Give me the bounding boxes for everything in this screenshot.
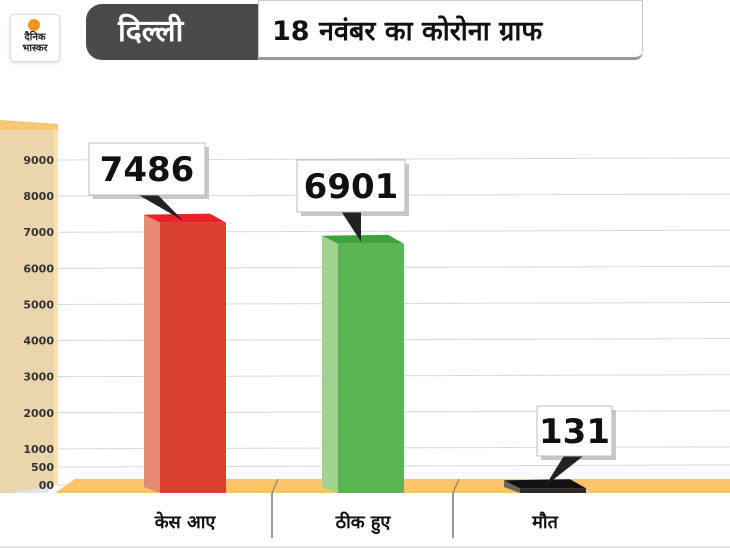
y-tick-label: 8000 [23,190,54,203]
floor-separator [452,478,460,494]
bar-side [322,235,338,493]
category-label: मौत [531,511,558,533]
value-callout-pointer [341,211,361,242]
y-tick-label: 3000 [23,371,54,384]
floor-separator [271,478,279,494]
axis-panel-top [0,120,58,130]
y-tick-label: 2000 [23,407,54,420]
y-tick-label: 4000 [23,335,54,348]
y-tick-label: 00 [39,479,55,492]
value-label: 6901 [304,167,399,207]
bar-top [144,213,226,223]
logo-text-line2: भास्कर [22,43,48,54]
y-tick-label: 5000 [23,298,54,311]
axis-panel [0,120,58,495]
category-band [0,493,730,548]
bar-side [504,480,520,493]
bar [160,222,226,493]
category-label: ठीक हुए [335,511,392,535]
bar-top [322,234,404,244]
y-tick-label: 9000 [23,154,54,167]
value-label: 7486 [100,150,195,190]
bar-top [504,479,586,489]
bar [338,243,404,493]
sun-icon [28,19,40,31]
value-callout-box [296,159,406,213]
bar [520,488,586,493]
category-label: केस आए [154,511,217,533]
logo-text-line1: दैनिक [24,32,46,43]
y-tick-label: 1000 [23,443,54,456]
y-tick-label: 7000 [23,226,54,239]
header-title: 18 नवंबर का कोरोना ग्राफ [272,16,543,47]
value-callout-box [536,405,613,457]
value-callout-pointer [545,455,585,487]
value-label: 131 [539,412,610,452]
y-tick-label: 6000 [23,262,54,275]
header-title-panel [258,0,643,60]
y-tick-label: 500 [31,461,54,474]
value-callout-pointer [137,194,183,221]
dainik-bhaskar-logo: दैनिक भास्कर [10,14,60,62]
header-city: दिल्ली [118,14,184,49]
value-callout-box [88,142,206,196]
bar-side [144,214,160,493]
